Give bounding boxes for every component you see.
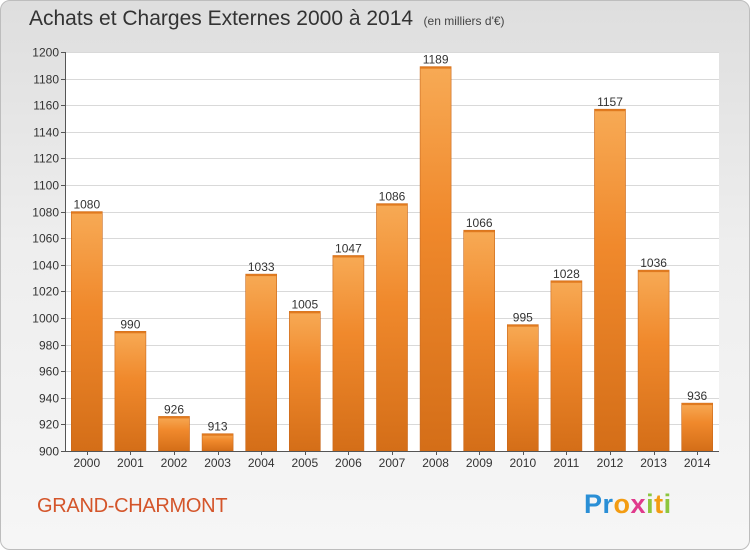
bar-cap xyxy=(638,270,670,273)
bar xyxy=(463,229,496,452)
bar-cap xyxy=(158,416,190,419)
location-name: GRAND-CHARMONT xyxy=(37,495,228,517)
bar xyxy=(114,330,147,452)
data-label: 936 xyxy=(687,389,707,403)
proxiti-logo: Proxiti xyxy=(584,489,672,520)
x-tick-label: 2014 xyxy=(684,456,711,470)
x-tick-label: 2004 xyxy=(248,456,275,470)
bar-cap xyxy=(202,433,234,436)
bar-cap xyxy=(71,211,103,214)
logo-letter: t xyxy=(654,489,664,519)
bar xyxy=(681,402,714,452)
title-row: Achats et Charges Externes 2000 à 2014 (… xyxy=(29,7,505,31)
bar xyxy=(506,324,539,452)
y-tick-label: 1040 xyxy=(32,259,59,273)
x-tick-label: 2013 xyxy=(640,456,667,470)
bars xyxy=(71,66,714,452)
data-label: 1047 xyxy=(335,241,362,255)
data-label: 1033 xyxy=(248,260,275,274)
data-label: 913 xyxy=(208,420,228,434)
x-tick-label: 2003 xyxy=(204,456,231,470)
data-label: 1189 xyxy=(423,53,449,67)
data-label: 1066 xyxy=(466,216,493,230)
logo-letter: x xyxy=(630,489,647,519)
bar-cap xyxy=(332,255,364,258)
bar-cap xyxy=(507,324,539,327)
bar xyxy=(158,416,190,452)
logo-letter: o xyxy=(613,489,631,519)
data-label: 990 xyxy=(120,317,140,331)
data-label: 1086 xyxy=(379,190,406,204)
y-tick-label: 1000 xyxy=(32,312,59,326)
y-tick-label: 1200 xyxy=(32,46,59,60)
y-tick-label: 1100 xyxy=(33,179,59,193)
data-label: 1028 xyxy=(553,267,580,281)
bar-cap xyxy=(376,203,408,206)
y-tick-label: 1120 xyxy=(33,152,59,166)
x-tick-label: 2000 xyxy=(73,456,100,470)
bar xyxy=(594,108,626,452)
y-tick-label: 920 xyxy=(39,418,59,432)
data-labels: 1080 990 926 913 1033 1005 1047 1086 1189 1066 995… xyxy=(73,53,707,434)
bar-cap xyxy=(550,280,582,283)
x-tick-label: 2002 xyxy=(161,456,188,470)
y-tick-label: 1080 xyxy=(32,206,59,220)
x-tick-label: 2007 xyxy=(379,456,406,470)
bar-cap xyxy=(681,403,713,406)
chart-subtitle: (en milliers d'€) xyxy=(423,14,505,28)
bar-cap xyxy=(594,109,626,112)
bar-cap xyxy=(114,331,146,334)
bar-cap xyxy=(420,66,452,69)
bar xyxy=(332,255,365,452)
y-axis: 900 920 940 960 980 1000 1020 1040 1060 1080 1100 1… xyxy=(32,46,66,459)
data-label: 926 xyxy=(164,402,184,416)
x-axis: 2000 2001 2002 2003 2004 2005 2006 2007 2008 2009… xyxy=(65,451,719,470)
x-tick-label: 2005 xyxy=(291,456,318,470)
logo-letter: i xyxy=(663,489,672,519)
bar-cap xyxy=(245,274,277,277)
bar xyxy=(71,211,103,452)
x-tick-label: 2008 xyxy=(422,456,449,470)
x-tick-label: 2001 xyxy=(117,456,144,470)
bar xyxy=(419,66,452,452)
data-label: 995 xyxy=(513,311,533,325)
bar xyxy=(201,433,234,452)
x-tick-label: 2010 xyxy=(509,456,536,470)
x-tick-label: 2012 xyxy=(597,456,624,470)
bar xyxy=(245,273,277,452)
y-tick-label: 1160 xyxy=(33,99,59,113)
chart-title: Achats et Charges Externes 2000 à 2014 xyxy=(29,7,414,30)
x-tick-label: 2009 xyxy=(466,456,493,470)
bar xyxy=(376,203,408,452)
y-tick-label: 940 xyxy=(39,392,59,406)
x-tick-label: 2011 xyxy=(553,456,579,470)
bar-cap xyxy=(463,230,495,233)
y-tick-label: 1140 xyxy=(33,126,59,140)
bar xyxy=(288,311,321,452)
bar xyxy=(637,269,670,452)
data-label: 1157 xyxy=(597,95,623,109)
y-tick-label: 900 xyxy=(39,445,59,459)
logo-letter: P xyxy=(584,489,603,519)
data-label: 1005 xyxy=(291,297,318,311)
y-tick-label: 1020 xyxy=(32,285,59,299)
data-label: 1036 xyxy=(640,256,667,270)
logo-letter: i xyxy=(646,489,655,519)
y-tick-label: 980 xyxy=(39,339,59,353)
x-tick-label: 2006 xyxy=(335,456,362,470)
y-tick-label: 1060 xyxy=(32,232,59,246)
logo-letter: r xyxy=(602,489,614,519)
data-label: 1080 xyxy=(73,198,100,212)
y-tick-label: 960 xyxy=(39,365,59,379)
y-tick-label: 1180 xyxy=(33,73,59,87)
bar xyxy=(550,280,583,452)
bar-cap xyxy=(289,311,321,314)
